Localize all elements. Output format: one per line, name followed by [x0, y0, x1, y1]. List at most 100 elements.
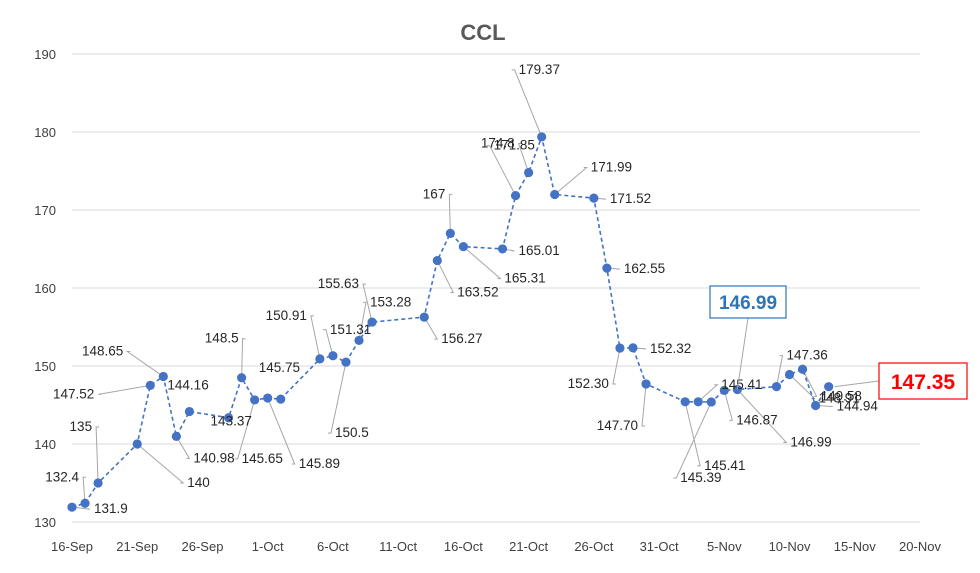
data-point — [784, 369, 795, 380]
data-label: 140.98 — [193, 450, 234, 465]
chart-title: CCL — [460, 20, 505, 45]
data-label: 149.58 — [821, 388, 862, 403]
leader-line — [175, 436, 191, 459]
data-label: 147.70 — [597, 418, 638, 433]
data-point — [158, 371, 168, 382]
callouts: 146.99 147.35 — [709, 285, 968, 400]
leader-line — [362, 283, 373, 323]
data-point — [237, 373, 247, 383]
data-label: 150.5 — [335, 425, 369, 440]
leader-line — [612, 347, 621, 385]
data-point — [458, 241, 468, 252]
leader-line — [82, 476, 87, 504]
data-label: 144.16 — [167, 378, 208, 393]
leader-line — [322, 329, 334, 356]
data-point — [328, 351, 338, 361]
data-point — [250, 395, 260, 405]
leader-line — [789, 374, 816, 400]
leader-line — [641, 383, 647, 427]
leader-line — [517, 143, 530, 173]
data-label: 144.94 — [837, 398, 879, 413]
x-tick-label: 16-Oct — [444, 539, 483, 554]
leader-line — [697, 384, 719, 403]
data-label: 165.31 — [504, 271, 545, 286]
data-label: 152.32 — [650, 341, 691, 356]
data-label: 135 — [70, 419, 93, 434]
data-point — [223, 413, 234, 423]
data-point — [524, 167, 534, 178]
data-point — [680, 397, 690, 407]
x-tick-label: 20-Nov — [899, 539, 941, 554]
callout-leader — [736, 317, 749, 390]
data-point — [497, 244, 508, 254]
data-label: 146.87 — [736, 412, 777, 427]
leader-line — [463, 246, 502, 280]
data-point — [824, 382, 834, 392]
data-label: 145.89 — [299, 456, 340, 471]
data-label: 155.63 — [318, 276, 359, 291]
x-tick-label: 1-Oct — [252, 539, 284, 554]
data-point — [589, 193, 599, 203]
data-label: 171.99 — [591, 159, 632, 174]
data-label: 171.52 — [610, 191, 651, 206]
leader-line — [448, 193, 453, 234]
x-tick-label: 15-Nov — [834, 539, 876, 554]
data-label: 148.5 — [205, 331, 239, 346]
data-label: 145.65 — [242, 451, 283, 466]
data-label: 167 — [423, 186, 446, 201]
leader-line — [327, 361, 347, 434]
series-ccl — [67, 132, 834, 512]
data-label: 147.52 — [53, 386, 94, 401]
data-point — [706, 397, 716, 407]
y-tick-label: 160 — [34, 281, 56, 296]
x-tick-label: 31-Oct — [640, 539, 679, 554]
data-point — [171, 431, 181, 441]
leader-line — [486, 145, 517, 196]
data-point — [615, 343, 625, 353]
leader-line — [423, 316, 439, 340]
callout-value-blue: 146.99 — [719, 293, 777, 314]
leader-line — [815, 404, 833, 407]
callout-value-red: 147.35 — [891, 371, 956, 394]
data-point — [811, 400, 821, 411]
callout-box-blue — [709, 285, 787, 319]
data-label: 171.85 — [494, 138, 535, 153]
leader-line — [802, 369, 818, 397]
leader-line — [723, 390, 733, 421]
x-tick-label: 26-Sep — [182, 539, 224, 554]
x-tick-label: 11-Oct — [379, 539, 417, 554]
data-point — [93, 478, 103, 488]
data-label: 163.52 — [457, 285, 498, 300]
data-label: 150.91 — [266, 308, 307, 323]
label-leaders — [71, 69, 833, 510]
data-point — [80, 498, 90, 508]
data-labels: 131.9 132.4 135 140 147.52 148.65 140.98 144.16… — [45, 62, 878, 516]
x-tick-label: 6-Oct — [317, 539, 349, 554]
data-point — [719, 385, 729, 396]
data-label: 140 — [187, 475, 210, 490]
data-label: 145.75 — [259, 360, 300, 375]
leader-line — [71, 506, 91, 510]
data-point — [67, 502, 77, 512]
data-point — [445, 228, 455, 238]
data-label: 152.30 — [568, 376, 609, 391]
axis-labels: 130 140 150 160 170 180 190 16-Sep 21-Sep 26-Sep 1… — [34, 47, 941, 554]
data-label: 156.27 — [441, 331, 482, 346]
leader-line — [98, 384, 151, 395]
data-label: 153.28 — [370, 294, 411, 309]
leader-line — [511, 69, 543, 138]
data-point — [537, 132, 547, 142]
data-point — [641, 379, 651, 389]
data-label: 145.41 — [721, 377, 762, 392]
leader-line — [776, 355, 784, 387]
leader-line — [684, 401, 701, 467]
leader-line — [136, 443, 185, 484]
y-tick-label: 130 — [34, 515, 56, 530]
data-point — [602, 263, 612, 273]
series-line-ccl — [71, 134, 830, 508]
grid-lines — [72, 53, 920, 523]
x-tick-label: 5-Nov — [707, 539, 742, 554]
y-tick-label: 180 — [34, 125, 56, 140]
x-tick-label: 10-Nov — [769, 539, 811, 554]
leader-line — [125, 351, 164, 377]
